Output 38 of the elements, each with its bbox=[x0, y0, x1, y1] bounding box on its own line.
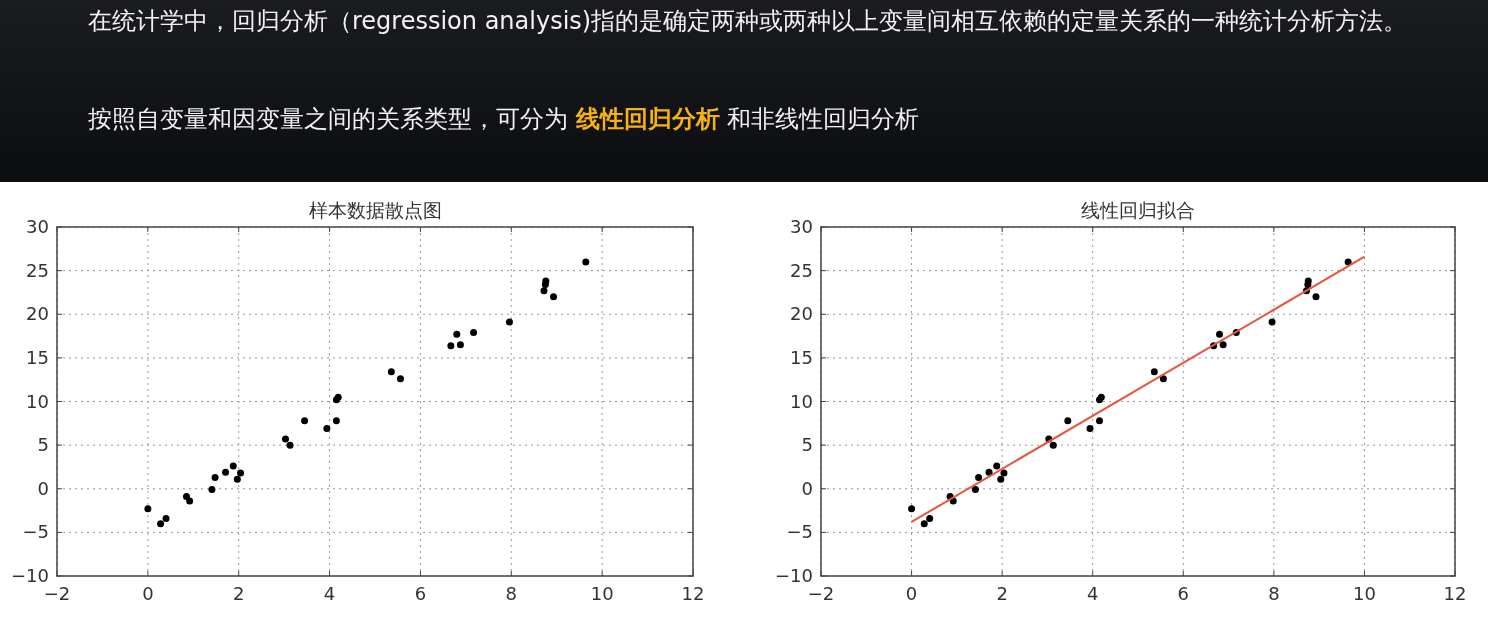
y-tick-label: 0 bbox=[801, 477, 813, 499]
y-tick-label: 20 bbox=[26, 303, 49, 325]
x-tick-label: 6 bbox=[1177, 583, 1190, 604]
y-tick-label: 30 bbox=[790, 216, 813, 237]
y-tick-label: 5 bbox=[37, 434, 49, 456]
x-tick-label: 12 bbox=[681, 583, 705, 604]
x-tick-label: −2 bbox=[807, 583, 835, 604]
chart-title: 线性回归拟合 bbox=[1081, 199, 1195, 221]
y-tick-label: −10 bbox=[11, 565, 49, 586]
y-tick-label: 5 bbox=[801, 434, 813, 456]
x-tick-label: 2 bbox=[996, 583, 1008, 604]
x-tick-label: 6 bbox=[414, 583, 427, 604]
text: 按照自变量和因变量之间的关系类型，可分为 线性回归分析 和非线性回归分析 bbox=[88, 104, 921, 135]
y-tick-label: 25 bbox=[790, 259, 813, 281]
y-tick-label: 20 bbox=[790, 303, 813, 325]
x-tick-label: 4 bbox=[1086, 583, 1099, 604]
text: 在统计学中，回归分析（regression analysis)指的是确定两种或两种以上变量间相互依赖的定量关系的一种统计分析方法。 bbox=[88, 6, 1409, 37]
y-tick-label: −10 bbox=[775, 565, 813, 586]
x-tick-label: 12 bbox=[1443, 583, 1467, 604]
y-tick-label: 15 bbox=[790, 346, 813, 368]
y-tick-label: 10 bbox=[790, 390, 813, 412]
y-tick-label: 30 bbox=[26, 216, 49, 237]
x-tick-label: 0 bbox=[142, 583, 154, 604]
chart-title: 样本数据散点图 bbox=[308, 199, 442, 221]
x-tick-label: 8 bbox=[505, 583, 518, 604]
x-tick-label: 10 bbox=[1352, 583, 1376, 604]
x-tick-label: 4 bbox=[323, 583, 336, 604]
x-tick-label: 2 bbox=[232, 583, 245, 604]
y-tick-label: 15 bbox=[26, 346, 49, 368]
y-tick-label: −5 bbox=[786, 521, 813, 543]
x-tick-label: −2 bbox=[43, 583, 71, 604]
y-tick-label: 0 bbox=[37, 477, 49, 499]
y-tick-label: −5 bbox=[22, 521, 49, 543]
y-tick-label: 25 bbox=[26, 259, 49, 281]
y-tick-label: 10 bbox=[26, 390, 49, 412]
x-tick-label: 0 bbox=[905, 583, 918, 604]
x-tick-label: 10 bbox=[590, 583, 614, 604]
x-tick-label: 8 bbox=[1268, 583, 1280, 604]
